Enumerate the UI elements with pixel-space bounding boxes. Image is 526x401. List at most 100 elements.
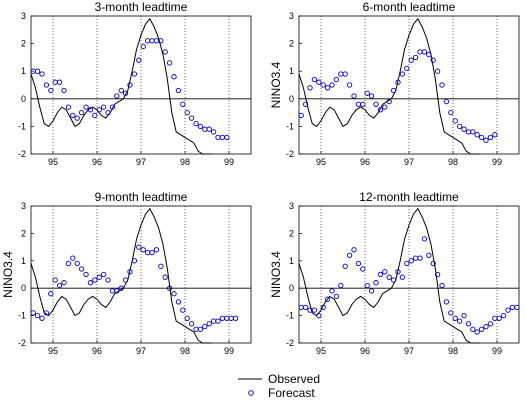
forecast-point [338,282,344,289]
forecast-point [149,249,155,256]
forecast-point [364,282,370,289]
forecast-point [87,280,94,286]
forecast-point [496,315,502,321]
forecast-point [448,109,454,116]
panel-12-month-leadtime: 95 96 97 98 99 -2 -1 0 1 2 3 12-month leadtime NINO3… [269,190,520,356]
forecast-point [386,274,392,280]
forecast-point [408,57,414,63]
forecast-point [48,87,54,94]
forecast-point [338,71,344,77]
x-tick-label: 96 [360,157,370,167]
forecast-point [61,87,67,94]
forecast-point [34,68,41,74]
y-tick-label: 1 [21,66,26,76]
x-tick-label: 97 [404,346,414,356]
forecast-point [329,288,335,294]
y-tick-label: 0 [21,94,26,104]
forecast-point [448,310,454,316]
x-tick-label: 98 [180,157,190,167]
forecast-point [171,74,177,80]
y-tick-label: 3 [21,201,26,211]
forecast-point [408,258,414,264]
forecast-point [298,112,304,119]
forecast-point [364,90,370,96]
forecast-point [219,134,226,141]
forecast-point [426,252,432,258]
x-tick-label: 96 [92,157,102,167]
y-tick-label: -2 [18,338,26,348]
forecast-point [206,321,212,327]
legend-forecast-label: Forecast [268,386,315,400]
forecast-point [175,87,182,94]
forecast-point [483,323,489,330]
forecast-point [452,315,458,321]
forecast-point [127,82,133,88]
forecast-point [329,82,335,88]
forecast-point [122,90,129,96]
forecast-point [96,107,102,113]
observed-line [30,207,212,344]
forecast-point [215,318,221,324]
forecast-point [197,123,204,130]
forecast-point [105,277,111,283]
forecast-point [452,118,458,124]
forecast-point [474,132,480,138]
y-tick-label: 1 [289,256,294,266]
panel-title: 9-month leadtime [95,190,188,204]
forecast-point [171,291,177,297]
forecast-point [342,71,348,77]
forecast-point [505,307,511,313]
forecast-point [404,260,410,267]
forecast-point [232,315,239,321]
forecast-point [399,71,406,77]
forecast-point [188,321,195,327]
forecast-point [514,304,520,311]
panel-title: 3-month leadtime [95,0,188,14]
forecast-point [83,104,89,110]
x-tick-label: 96 [360,346,370,356]
forecast-point [34,312,41,319]
panel-3-month-leadtime: 95 96 97 98 99 -2 -1 0 1 2 3 3-month leadtime [18,0,252,167]
forecast-point [373,280,379,286]
forecast-point [434,68,441,74]
forecast-point [78,109,85,116]
observed-line [30,17,212,155]
forecast-point [368,93,375,99]
forecast-point [320,304,326,311]
forecast-point [509,304,516,311]
y-tick-label: 2 [289,228,294,238]
y-axis-label: NINO3.4 [1,251,15,298]
forecast-point [215,134,221,141]
forecast-point [487,134,494,141]
forecast-point [70,112,76,119]
forecast-point [219,315,226,321]
observed-line [298,17,480,155]
forecast-point [39,71,45,77]
forecast-point [430,57,436,63]
forecast-point [311,307,318,313]
forecast-point [324,296,331,302]
forecast-point [456,123,463,130]
x-tick-label: 98 [448,157,458,167]
panel-title: 6-month leadtime [363,0,456,14]
x-tick-label: 95 [316,346,326,356]
forecast-point [197,326,204,332]
forecast-point [346,252,353,258]
forecast-point [56,79,63,85]
forecast-point [48,291,54,297]
forecast-point [100,104,107,110]
forecast-point [333,293,340,300]
forecast-point [426,51,432,58]
x-tick-label: 95 [316,157,326,167]
forecast-point [180,101,186,107]
forecast-point [228,315,234,321]
forecast-point [180,307,186,313]
forecast-point [166,60,173,66]
x-tick-label: 98 [448,346,458,356]
forecast-point [456,318,463,324]
y-tick-label: -1 [18,121,26,131]
forecast-point [487,321,494,327]
x-tick-label: 99 [224,346,234,356]
forecast-point [210,129,217,135]
forecast-point [412,255,419,261]
